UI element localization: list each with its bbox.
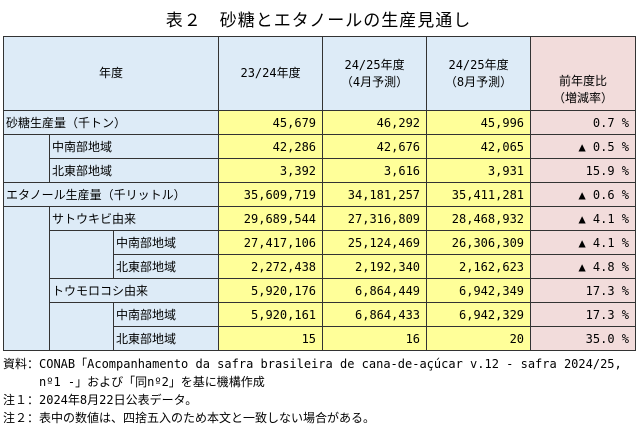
table-title: 表２ 砂糖とエタノールの生産見通し [165, 11, 472, 31]
table-row: サトウキビ由来 29,689,544 27,316,809 28,468,932… [3, 206, 637, 231]
row-label: 中南部地域 [112, 230, 220, 255]
cell-value: 27,417,106 [218, 230, 324, 255]
cell-value: 45,996 [426, 110, 532, 135]
cell-value: 42,286 [218, 134, 324, 159]
cell-value: 6,864,433 [322, 302, 428, 327]
table-row: 北東部地域 15 16 20 35.0 % [3, 326, 637, 351]
row-label: 北東部地域 [112, 326, 220, 351]
header-col-2425-aug: 24/25年度 （8月予測） [426, 36, 532, 111]
note-1: 注１：2024年8月22日公表データ。 [3, 393, 198, 407]
cell-value: 6,942,349 [426, 278, 532, 303]
cell-value: 3,392 [218, 158, 324, 183]
cell-ratio: 0.7 % [530, 110, 637, 135]
indent-spacer [3, 326, 50, 351]
indent-spacer [3, 134, 50, 159]
table-row: 北東部地域 2,272,438 2,192,340 2,162,623 ▲ 4.… [3, 254, 637, 279]
cell-value: 5,920,161 [218, 302, 324, 327]
cell-value: 2,192,340 [322, 254, 428, 279]
cell-value: 16 [322, 326, 428, 351]
cell-ratio: ▲ 4.1 % [530, 206, 637, 231]
cell-value: 34,181,257 [322, 182, 428, 207]
table-row: 北東部地域 3,392 3,616 3,931 15.9 % [3, 158, 637, 183]
cell-ratio: 17.3 % [530, 278, 637, 303]
row-label: 中南部地域 [112, 302, 220, 327]
indent-spacer [3, 278, 50, 303]
row-label: サトウキビ由来 [48, 206, 220, 231]
indent-spacer [3, 158, 50, 183]
table-row: トウモロコシ由来 5,920,176 6,864,449 6,942,349 1… [3, 278, 637, 303]
cell-value: 46,292 [322, 110, 428, 135]
cell-ratio: ▲ 4.8 % [530, 254, 637, 279]
table-row: 砂糖生産量（千トン） 45,679 46,292 45,996 0.7 % [2, 110, 637, 135]
indent-spacer [49, 302, 114, 327]
row-label: エタノール生産量（千リットル） [2, 182, 220, 207]
cell-value: 28,468,932 [426, 206, 532, 231]
indent-spacer [49, 254, 114, 279]
indent-spacer [3, 206, 50, 231]
cell-value: 25,124,469 [322, 230, 428, 255]
cell-value: 20 [426, 326, 532, 351]
cell-ratio: 15.9 % [530, 158, 637, 183]
cell-ratio: ▲ 4.1 % [530, 230, 637, 255]
cell-value: 2,162,623 [426, 254, 532, 279]
cell-value: 27,316,809 [322, 206, 428, 231]
note-2: 注２：表中の数値は、四捨五入のため本文と一致しない場合がある。 [3, 411, 376, 425]
cell-ratio: ▲ 0.6 % [530, 182, 637, 207]
cell-value: 35,609,719 [218, 182, 324, 207]
cell-value: 29,689,544 [218, 206, 324, 231]
indent-spacer [49, 326, 114, 351]
row-label: 北東部地域 [112, 254, 220, 279]
indent-spacer [3, 254, 50, 279]
header-col-ratio: 前年度比 （増減率） [530, 36, 637, 111]
footnotes: 資料：CONAB「Acompanhamento da safra brasile… [3, 355, 622, 427]
cell-ratio: 35.0 % [530, 326, 637, 351]
cell-value: 26,306,309 [426, 230, 532, 255]
cell-value: 35,411,281 [426, 182, 532, 207]
header-col-2324: 23/24年度 [218, 36, 324, 111]
header-row: 年度 23/24年度 24/25年度 （4月予測） 24/25年度 （8月予測） 前… [2, 36, 637, 111]
row-label: 北東部地域 [48, 158, 220, 183]
row-label: 中南部地域 [48, 134, 220, 159]
row-label: 砂糖生産量（千トン） [2, 110, 220, 135]
table-row: エタノール生産量（千リットル） 35,609,719 34,181,257 35… [2, 182, 637, 207]
cell-ratio: ▲ 0.5 % [530, 134, 637, 159]
source-note-cont: nº1 -」および「同nº2」を基に機構作成 [3, 375, 265, 389]
production-table: 年度 23/24年度 24/25年度 （4月予測） 24/25年度 （8月予測） 前… [2, 36, 637, 351]
indent-spacer [3, 230, 50, 255]
cell-value: 6,942,329 [426, 302, 532, 327]
table-row: 中南部地域 42,286 42,676 42,065 ▲ 0.5 % [3, 134, 637, 159]
cell-value: 42,065 [426, 134, 532, 159]
indent-spacer [3, 302, 50, 327]
header-year: 年度 [2, 36, 220, 111]
cell-value: 45,679 [218, 110, 324, 135]
cell-value: 3,931 [426, 158, 532, 183]
indent-spacer [49, 230, 114, 255]
header-col-2425-apr: 24/25年度 （4月予測） [322, 36, 428, 111]
cell-ratio: 17.3 % [530, 302, 637, 327]
cell-value: 42,676 [322, 134, 428, 159]
cell-value: 5,920,176 [218, 278, 324, 303]
cell-value: 6,864,449 [322, 278, 428, 303]
table-row: 中南部地域 27,417,106 25,124,469 26,306,309 ▲… [3, 230, 637, 255]
row-label: トウモロコシ由来 [48, 278, 220, 303]
cell-value: 15 [218, 326, 324, 351]
table-row: 中南部地域 5,920,161 6,864,433 6,942,329 17.3… [3, 302, 637, 327]
source-note: 資料：CONAB「Acompanhamento da safra brasile… [3, 357, 622, 371]
cell-value: 3,616 [322, 158, 428, 183]
cell-value: 2,272,438 [218, 254, 324, 279]
